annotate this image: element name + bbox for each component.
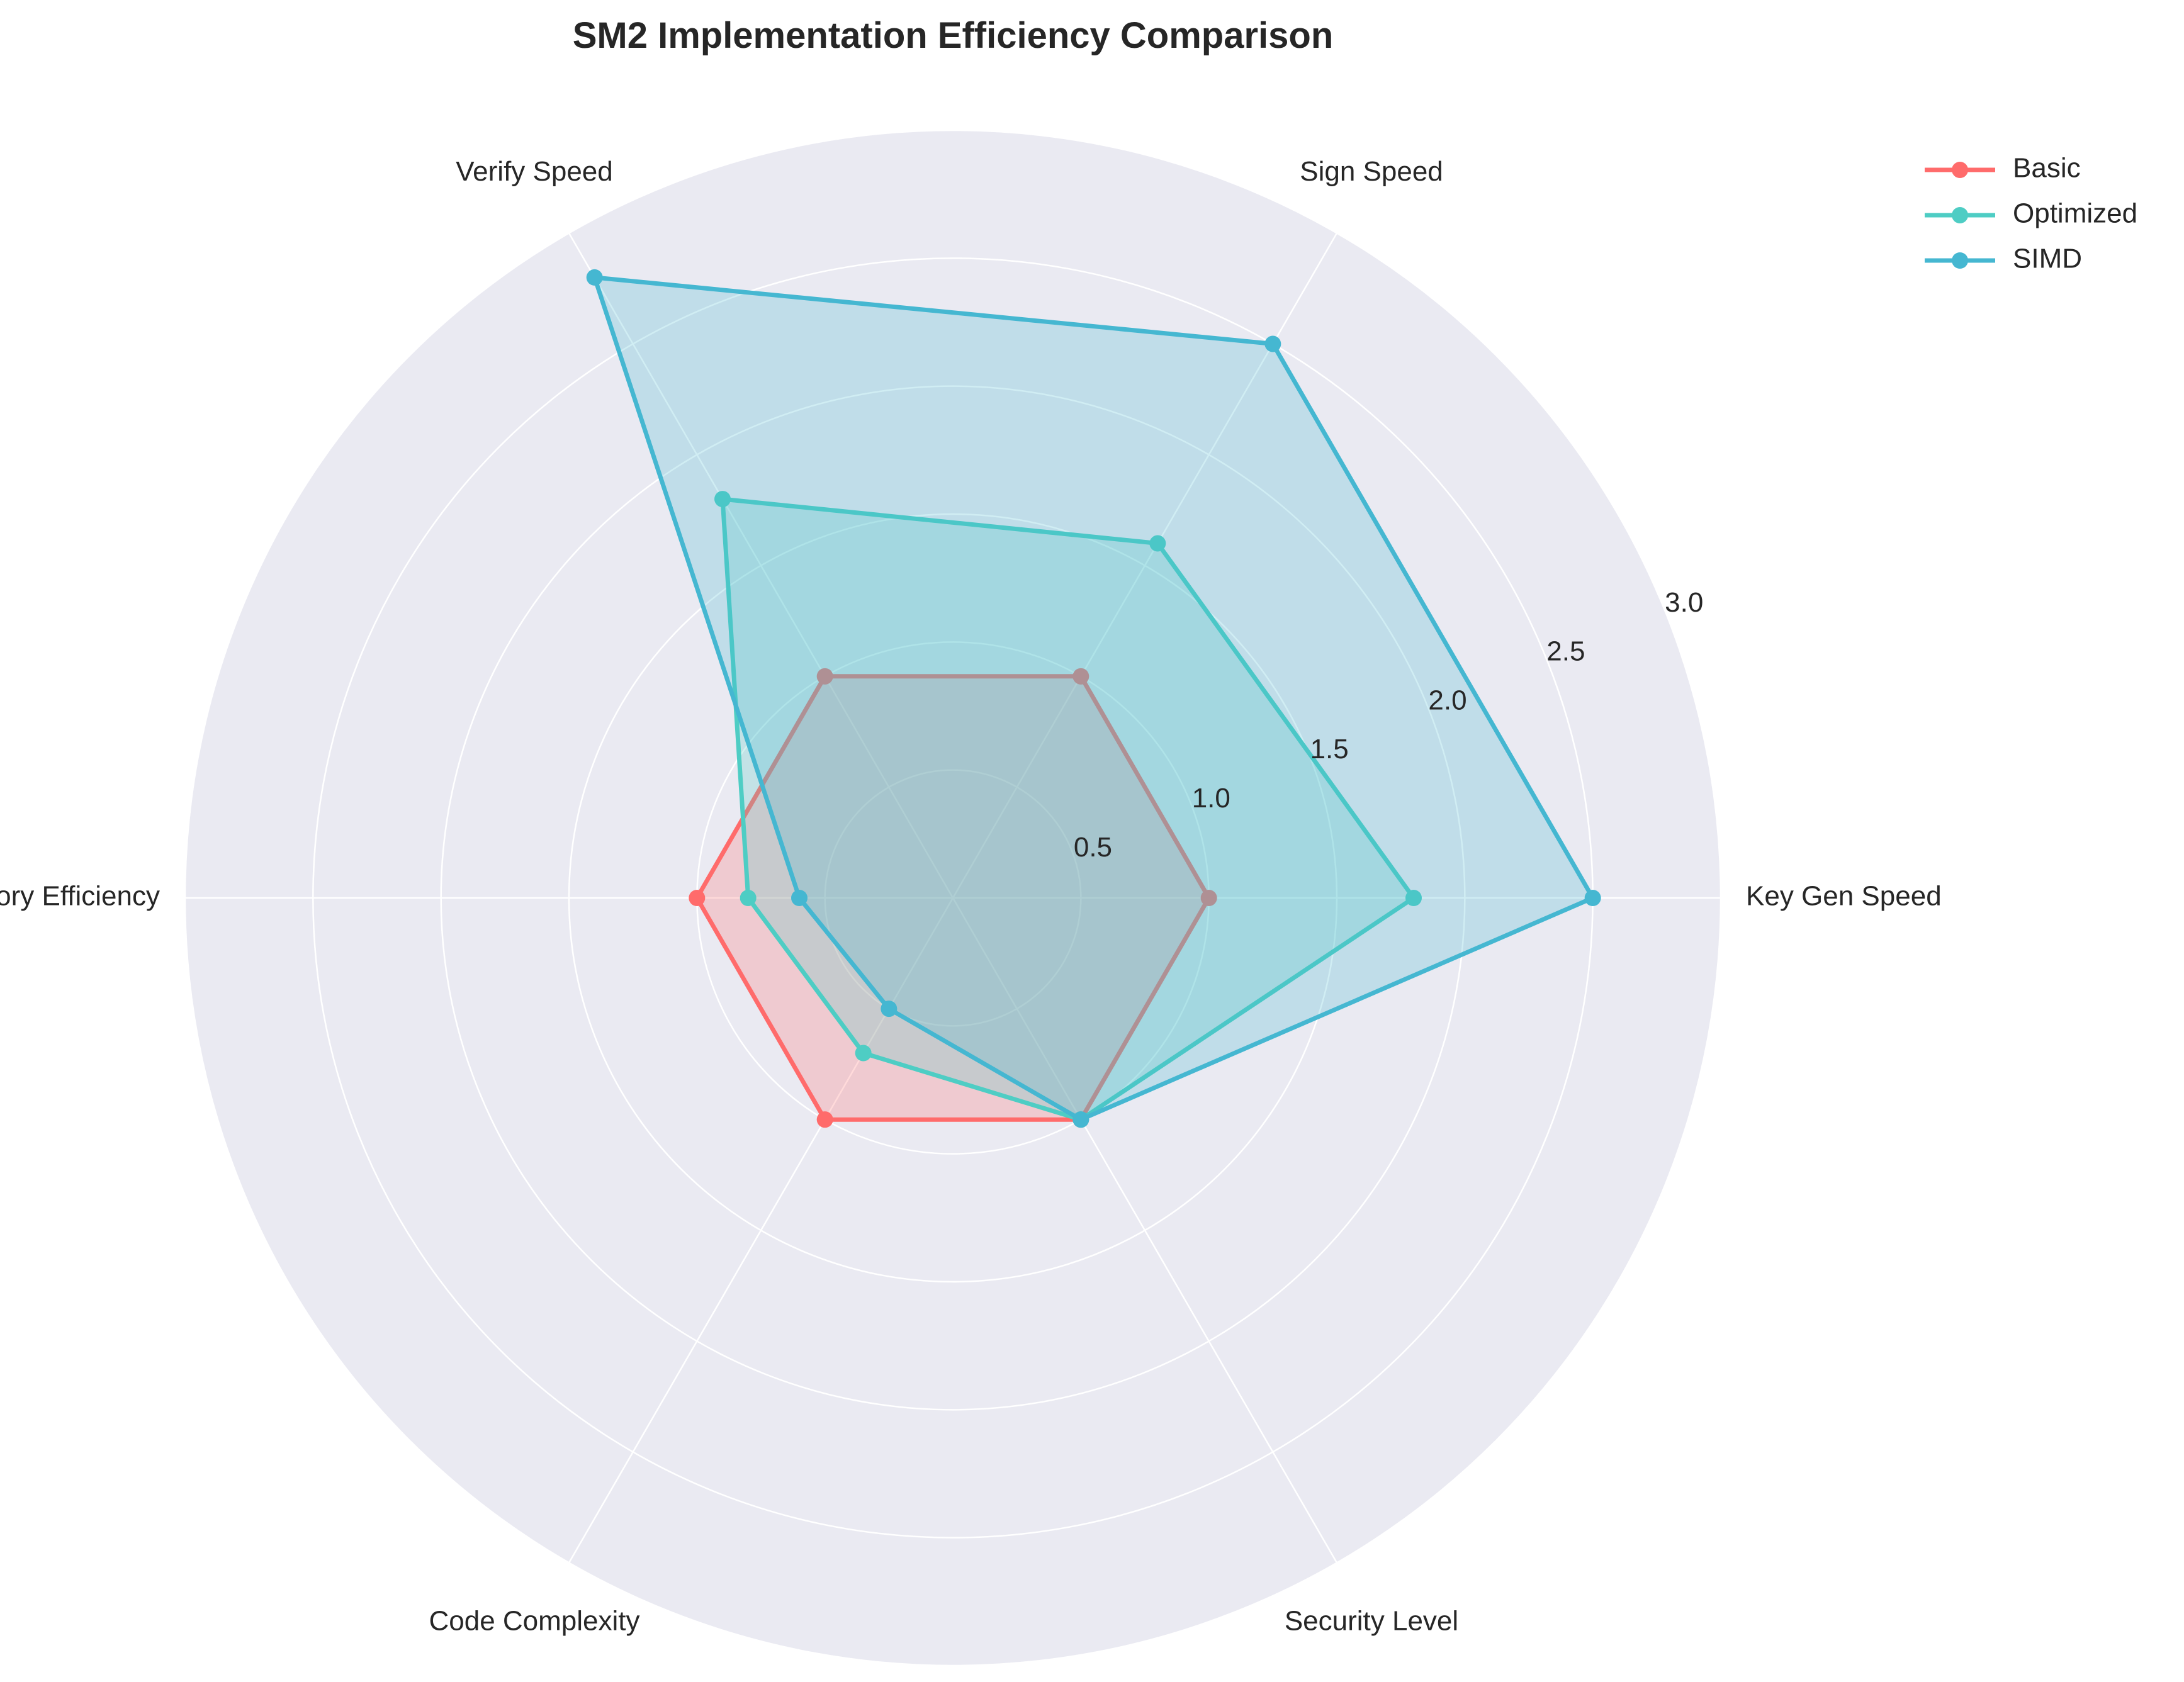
data-point-optimized	[740, 890, 757, 906]
series-fill-simd	[594, 277, 1593, 1120]
category-label: Sign Speed	[1300, 156, 1443, 187]
data-point-simd	[1264, 335, 1281, 352]
grid-spoke	[952, 897, 1338, 1564]
legend-marker	[1952, 252, 1968, 269]
data-point-optimized	[714, 491, 731, 508]
data-point-basic	[816, 668, 833, 685]
legend-item-optimized: Optimized	[1925, 198, 2137, 229]
data-point-basic	[689, 890, 706, 906]
data-point-optimized	[855, 1045, 872, 1062]
data-point-simd	[881, 1001, 898, 1018]
category-label: Code Complexity	[429, 1605, 639, 1636]
legend-item-simd: SIMD	[1925, 244, 2082, 274]
radial-tick-label: 0.5	[1074, 832, 1112, 863]
legend-marker	[1952, 207, 1968, 223]
radial-tick-label: 3.0	[1665, 587, 1703, 618]
radial-tick-label: 2.0	[1428, 685, 1466, 715]
legend-marker	[1952, 162, 1968, 178]
legend-label: SIMD	[2013, 244, 2082, 274]
legend-label: Optimized	[2013, 198, 2137, 229]
category-label: Security Level	[1285, 1605, 1458, 1636]
series-layer	[586, 269, 1601, 1128]
data-point-basic	[1072, 668, 1089, 685]
data-point-optimized	[1149, 535, 1166, 552]
radial-tick-label: 2.5	[1546, 636, 1585, 667]
data-point-basic	[816, 1111, 833, 1128]
radial-tick-label: 1.0	[1192, 783, 1230, 814]
category-label: Memory Efficiency	[0, 881, 160, 912]
legend-item-basic: Basic	[1925, 153, 2081, 184]
data-point-optimized	[1405, 890, 1422, 906]
legend-label: Basic	[2013, 153, 2081, 184]
category-label: Key Gen Speed	[1746, 881, 1942, 912]
radial-tick-labels: 0.5 1.0 1.5 2.0 2.5 3.0	[1074, 587, 1703, 863]
category-label: Verify Speed	[456, 156, 613, 187]
data-point-simd	[586, 269, 603, 286]
radial-tick-label: 1.5	[1310, 734, 1349, 765]
data-point-simd	[1584, 890, 1601, 906]
data-point-simd	[1072, 1111, 1089, 1128]
data-point-simd	[791, 890, 808, 906]
chart-title: SM2 Implementation Efficiency Comparison	[573, 15, 1334, 56]
grid-spoke	[568, 232, 954, 899]
legend: Basic Optimized SIMD	[1925, 153, 2137, 274]
data-point-basic	[1200, 890, 1217, 906]
series-fill-basic	[697, 676, 1209, 1120]
category-labels: Key Gen Speed Sign Speed Verify Speed Memor…	[0, 156, 1942, 1637]
series-fill-optimized	[723, 499, 1414, 1120]
